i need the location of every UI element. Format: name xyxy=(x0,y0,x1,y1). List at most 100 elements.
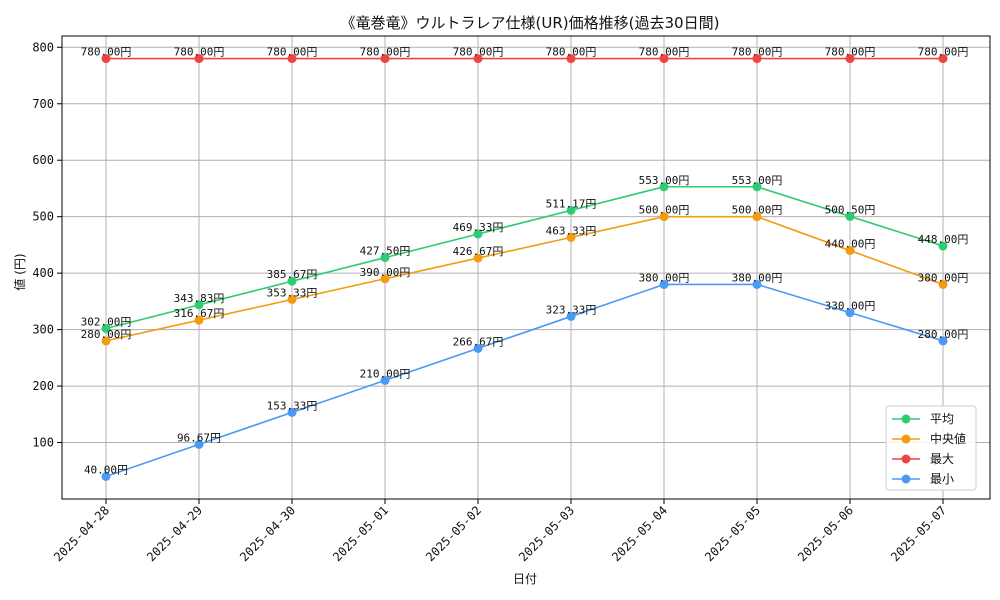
data-point xyxy=(380,274,390,284)
data-label: 210.00円 xyxy=(360,367,411,380)
data-label: 780.00円 xyxy=(918,46,969,59)
series-line xyxy=(105,185,944,330)
legend-label: 最小 xyxy=(930,472,954,486)
data-point xyxy=(845,54,855,64)
x-tick-label: 2025-04-30 xyxy=(237,503,298,564)
legend-label: 最大 xyxy=(930,452,954,466)
data-label: 500.00円 xyxy=(639,204,690,217)
data-point xyxy=(752,182,762,192)
data-label: 385.67円 xyxy=(267,268,318,281)
data-point xyxy=(566,311,576,321)
data-point xyxy=(473,229,483,239)
series-line xyxy=(105,283,944,478)
x-tick-label: 2025-05-06 xyxy=(795,503,856,564)
data-label: 153.33円 xyxy=(267,399,318,412)
data-label: 426.67円 xyxy=(453,245,504,258)
data-point xyxy=(938,336,948,346)
y-tick-label: 600 xyxy=(32,153,54,167)
data-point xyxy=(287,407,297,417)
data-label: 323.33円 xyxy=(546,303,597,316)
data-label: 40.00円 xyxy=(84,463,128,476)
data-label: 780.00円 xyxy=(732,46,783,59)
data-label: 553.00円 xyxy=(639,174,690,187)
legend-label: 中央値 xyxy=(930,431,966,446)
data-label: 302.00円 xyxy=(81,315,132,328)
data-label: 427.50円 xyxy=(360,245,411,258)
data-label: 780.00円 xyxy=(825,46,876,59)
data-label: 553.00円 xyxy=(732,174,783,187)
data-point xyxy=(194,439,204,449)
legend-swatch-marker xyxy=(901,454,911,464)
data-point xyxy=(845,211,855,221)
data-point xyxy=(845,246,855,256)
x-tick-label: 2025-05-04 xyxy=(609,503,670,564)
series-1: 280.00円 316.67円 353.33円 390.00円 426.67円 463.3… xyxy=(81,204,969,346)
data-point xyxy=(473,343,483,353)
data-label: 316.67円 xyxy=(174,307,225,320)
data-label: 380.00円 xyxy=(732,271,783,284)
data-point xyxy=(752,212,762,222)
data-point xyxy=(380,253,390,263)
data-label: 780.00円 xyxy=(267,46,318,59)
data-point xyxy=(938,279,948,289)
x-tick-label: 2025-04-29 xyxy=(144,503,205,564)
data-label: 463.33円 xyxy=(546,224,597,237)
data-point xyxy=(566,54,576,64)
data-label: 343.83円 xyxy=(174,292,225,305)
data-point xyxy=(566,205,576,215)
y-tick-label: 100 xyxy=(32,436,54,450)
data-point xyxy=(380,375,390,385)
data-point xyxy=(845,308,855,318)
data-point xyxy=(659,54,669,64)
data-label: 448.00円 xyxy=(918,233,969,246)
data-label: 390.00円 xyxy=(360,266,411,279)
data-point xyxy=(566,232,576,242)
chart-title: 《竜巻竜》ウルトラレア仕様(UR)価格推移(過去30日間) xyxy=(341,14,720,32)
y-tick-label: 300 xyxy=(32,323,54,337)
series-line xyxy=(105,215,944,342)
data-label: 96.67円 xyxy=(177,431,221,444)
data-label: 780.00円 xyxy=(360,46,411,59)
data-label: 280.00円 xyxy=(918,328,969,341)
series-0: 302.00円 343.83円 385.67円 427.50円 469.33円 511.1… xyxy=(81,174,969,333)
data-point xyxy=(287,276,297,286)
y-tick-label: 800 xyxy=(32,40,54,54)
data-label: 380.00円 xyxy=(918,271,969,284)
y-axis-label: 値 (円) xyxy=(12,253,27,290)
x-tick-label: 2025-05-05 xyxy=(702,503,763,564)
series-2: 780.00円 780.00円 780.00円 780.00円 780.00円 780.0… xyxy=(81,46,969,64)
plot-frame xyxy=(61,35,991,500)
legend-label: 平均 xyxy=(930,412,954,426)
data-point xyxy=(287,294,297,304)
data-point xyxy=(473,54,483,64)
data-point xyxy=(752,54,762,64)
data-point xyxy=(194,300,204,310)
data-point xyxy=(938,54,948,64)
data-label: 353.33円 xyxy=(267,286,318,299)
data-label: 500.50円 xyxy=(825,203,876,216)
data-point xyxy=(752,279,762,289)
data-label: 780.00円 xyxy=(81,46,132,59)
legend-swatch-marker xyxy=(901,414,911,424)
data-label: 280.00円 xyxy=(81,328,132,341)
data-label: 266.67円 xyxy=(453,335,504,348)
data-point xyxy=(380,54,390,64)
series-3: 40.00円 96.67円 153.33円 210.00円 266.67円 323.33円… xyxy=(84,271,969,481)
data-point xyxy=(659,212,669,222)
data-label: 330.00円 xyxy=(825,300,876,313)
data-label: 380.00円 xyxy=(639,271,690,284)
y-tick-label: 400 xyxy=(32,266,54,280)
data-point xyxy=(194,54,204,64)
data-point xyxy=(659,279,669,289)
y-tick-label: 500 xyxy=(32,210,54,224)
data-point xyxy=(101,336,111,346)
data-point xyxy=(101,323,111,333)
x-tick-label: 2025-05-07 xyxy=(888,503,949,564)
x-tick-label: 2025-05-01 xyxy=(330,503,391,564)
plot-area: 100 200 300 400 500 600 700 800 2025-04-28 2025-0… xyxy=(32,35,991,564)
data-point xyxy=(473,253,483,263)
y-tick-label: 700 xyxy=(32,97,54,111)
data-label: 780.00円 xyxy=(546,46,597,59)
